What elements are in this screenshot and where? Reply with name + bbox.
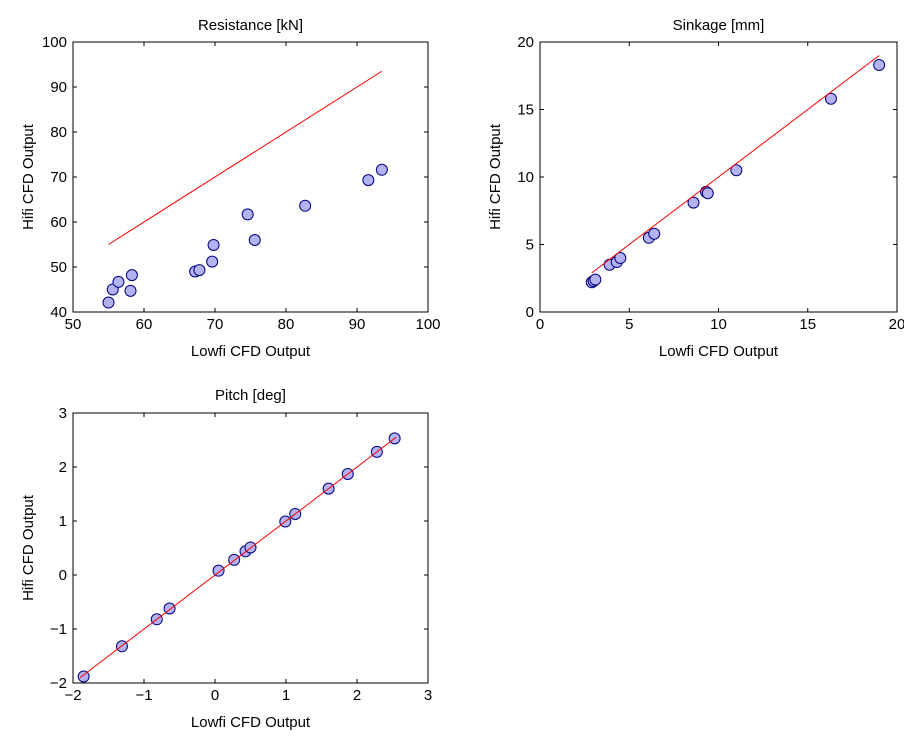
sinkage-y-tick-label: 0: [526, 304, 534, 321]
resistance-y-tick-label: 40: [50, 304, 67, 321]
resistance-x-tick-label: 100: [415, 316, 440, 333]
resistance-ylabel: Hifi CFD Output: [20, 123, 37, 230]
pitch-y-tick-label: −2: [50, 675, 67, 692]
sinkage-x-tick-label: 5: [625, 316, 633, 333]
pitch-x-tick-label: −2: [64, 687, 81, 704]
resistance-reference-line: [108, 70, 383, 245]
resistance-x-tick-label: 60: [136, 316, 153, 333]
resistance-y-tick-label: 100: [42, 34, 67, 51]
resistance-data-point: [206, 255, 219, 268]
pitch-data-point: [77, 670, 90, 683]
pitch-y-tick-label: −1: [50, 621, 67, 638]
sinkage-y-tick-label: 10: [517, 169, 534, 186]
resistance-axes-box: [72, 41, 429, 313]
resistance-data-point: [193, 264, 206, 277]
resistance-data-point: [241, 208, 254, 221]
resistance-xlabel: Lowfi CFD Output: [191, 343, 311, 360]
pitch-x-tick-label: 1: [282, 687, 290, 704]
resistance-data-point: [124, 284, 137, 297]
resistance-data-point: [299, 199, 312, 212]
sinkage-x-tick-label: 15: [799, 316, 816, 333]
pitch-x-tick-label: −1: [135, 687, 152, 704]
resistance-y-tick-label: 60: [50, 214, 67, 231]
resistance-x-tick-label: 80: [278, 316, 295, 333]
pitch-data-point: [212, 564, 225, 577]
pitch-x-tick-label: 2: [353, 687, 361, 704]
sinkage-data-point: [589, 273, 602, 286]
resistance-data-point: [207, 238, 220, 251]
resistance-x-tick-label: 90: [349, 316, 366, 333]
resistance-data-point: [248, 234, 261, 246]
pitch-x-tick-label: 3: [424, 687, 432, 704]
pitch-y-tick-label: 3: [59, 405, 67, 422]
pitch-xlabel: Lowfi CFD Output: [191, 714, 311, 731]
pitch-y-tick-label: 2: [59, 459, 67, 476]
resistance-y-tick-label: 70: [50, 169, 67, 186]
pitch-y-tick-label: 0: [59, 567, 67, 584]
sinkage-x-tick-label: 20: [889, 316, 904, 333]
sinkage-data-point: [873, 58, 886, 71]
resistance-data-point: [112, 275, 125, 288]
sinkage-title: Sinkage [mm]: [673, 17, 765, 34]
pitch-x-tick-label: 0: [211, 687, 219, 704]
resistance-y-tick-label: 50: [50, 259, 67, 276]
pitch-panel: Pitch [deg] Lowfi CFD Output Hifi CFD Ou…: [20, 387, 432, 731]
sinkage-data-point: [730, 164, 743, 177]
sinkage-data-point: [687, 196, 700, 209]
sinkage-data-point: [701, 187, 714, 200]
resistance-data-point: [375, 163, 388, 176]
resistance-data-point: [362, 174, 375, 187]
sinkage-reference-line: [591, 55, 880, 274]
sinkage-xlabel: Lowfi CFD Output: [659, 343, 779, 360]
sinkage-y-tick-label: 5: [526, 237, 534, 254]
pitch-reference-line: [79, 436, 397, 678]
sinkage-y-tick-label: 15: [517, 102, 534, 119]
sinkage-data-point: [648, 227, 661, 240]
resistance-title: Resistance [kN]: [198, 17, 303, 34]
pitch-title: Pitch [deg]: [215, 387, 286, 404]
pitch-ylabel: Hifi CFD Output: [20, 494, 37, 601]
resistance-y-tick-label: 90: [50, 79, 67, 96]
sinkage-x-tick-label: 0: [536, 316, 544, 333]
resistance-x-tick-label: 50: [65, 316, 82, 333]
resistance-data-point: [125, 269, 138, 282]
resistance-x-tick-label: 70: [207, 316, 224, 333]
sinkage-y-tick-label: 20: [517, 34, 534, 51]
sinkage-x-tick-label: 10: [710, 316, 727, 333]
pitch-y-tick-label: 1: [59, 513, 67, 530]
resistance-y-tick-label: 80: [50, 124, 67, 141]
sinkage-ylabel: Hifi CFD Output: [487, 123, 504, 230]
sinkage-data-point: [824, 92, 837, 105]
sinkage-data-point: [614, 252, 627, 264]
sinkage-panel: Sinkage [mm] Lowfi CFD Output Hifi CFD O…: [487, 17, 904, 360]
resistance-panel: Resistance [kN] Lowfi CFD Output Hifi CF…: [20, 17, 441, 360]
resistance-data-point: [102, 296, 115, 309]
